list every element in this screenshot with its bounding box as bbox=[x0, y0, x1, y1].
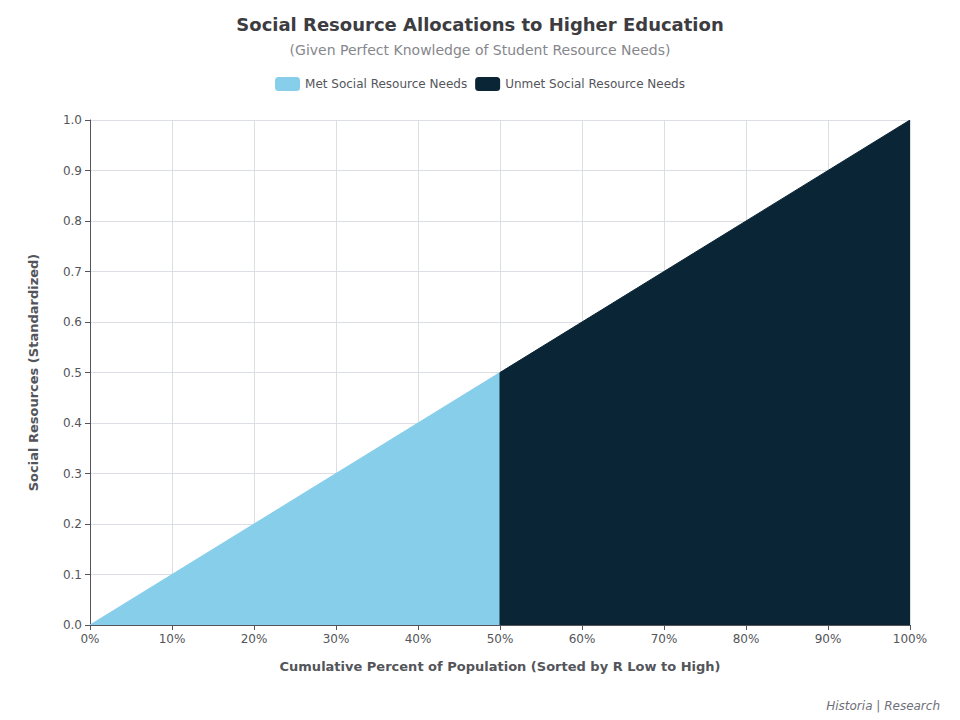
svg-text:60%: 60% bbox=[569, 632, 596, 646]
svg-text:Historia | Research: Historia | Research bbox=[826, 699, 940, 713]
svg-text:100%: 100% bbox=[893, 632, 927, 646]
svg-text:0.3: 0.3 bbox=[63, 467, 82, 481]
svg-text:90%: 90% bbox=[815, 632, 842, 646]
svg-text:0.8: 0.8 bbox=[63, 214, 82, 228]
svg-text:10%: 10% bbox=[159, 632, 186, 646]
svg-text:0.4: 0.4 bbox=[63, 416, 82, 430]
svg-text:0.2: 0.2 bbox=[63, 517, 82, 531]
svg-text:Social Resources (Standardized: Social Resources (Standardized) bbox=[26, 254, 41, 492]
svg-text:Met Social Resource Needs: Met Social Resource Needs bbox=[305, 77, 467, 91]
svg-text:0.5: 0.5 bbox=[63, 366, 82, 380]
svg-text:50%: 50% bbox=[487, 632, 514, 646]
svg-text:0.1: 0.1 bbox=[63, 568, 82, 582]
svg-text:30%: 30% bbox=[323, 632, 350, 646]
svg-text:40%: 40% bbox=[405, 632, 432, 646]
svg-text:0.6: 0.6 bbox=[63, 315, 82, 329]
svg-text:80%: 80% bbox=[733, 632, 760, 646]
svg-text:Social Resource Allocations to: Social Resource Allocations to Higher Ed… bbox=[236, 14, 723, 35]
svg-text:0%: 0% bbox=[80, 632, 99, 646]
svg-text:70%: 70% bbox=[651, 632, 678, 646]
svg-text:Unmet Social Resource Needs: Unmet Social Resource Needs bbox=[505, 77, 685, 91]
svg-text:0.0: 0.0 bbox=[63, 618, 82, 632]
svg-text:(Given Perfect Knowledge of St: (Given Perfect Knowledge of Student Reso… bbox=[290, 42, 671, 58]
svg-text:20%: 20% bbox=[241, 632, 268, 646]
svg-text:0.9: 0.9 bbox=[63, 164, 82, 178]
svg-text:0.7: 0.7 bbox=[63, 265, 82, 279]
svg-text:1.0: 1.0 bbox=[63, 113, 82, 127]
svg-text:Cumulative Percent of Populati: Cumulative Percent of Population (Sorted… bbox=[280, 659, 721, 674]
